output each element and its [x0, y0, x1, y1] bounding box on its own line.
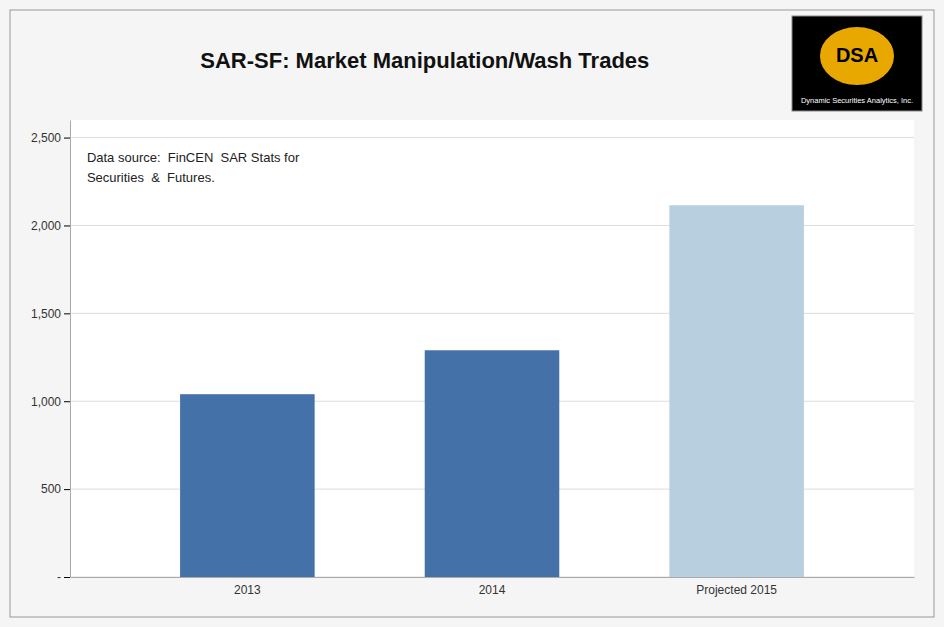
y-tick-label: 2,500 [31, 131, 61, 145]
bars [180, 205, 804, 577]
logo-caption: Dynamic Securities Analytics, Inc. [801, 96, 913, 105]
logo-background [792, 16, 922, 111]
y-tick-mark [64, 313, 70, 314]
y-tick: 2,000 [31, 219, 70, 233]
bar [669, 205, 804, 577]
grid-line [70, 137, 914, 138]
logo: DSA Dynamic Securities Analytics, Inc. [792, 16, 922, 111]
y-tick-label: 2,000 [31, 219, 61, 233]
x-tick-label: 2013 [234, 583, 261, 597]
y-tick-mark [64, 577, 70, 578]
x-tick-label: Projected 2015 [696, 583, 777, 597]
annotation: Securities & Futures. [87, 170, 215, 185]
y-tick-label: 500 [41, 482, 61, 496]
logo-text: DSA [836, 44, 878, 66]
y-tick: 2,500 [31, 131, 70, 145]
x-tick: 2013 [234, 583, 261, 597]
y-tick-mark [64, 225, 70, 226]
y-tick-mark [64, 489, 70, 490]
y-tick-mark [64, 138, 70, 139]
title: SAR-SF: Market Manipulation/Wash Trades [200, 48, 649, 73]
bar [180, 394, 315, 577]
x-tick: 2014 [479, 583, 506, 597]
y-tick: 1,000 [31, 395, 70, 409]
y-tick-label: 1,500 [31, 307, 61, 321]
y-axis-line [70, 121, 71, 578]
y-tick: - [57, 570, 70, 584]
bar [425, 350, 560, 577]
x-tick: Projected 2015 [696, 583, 777, 597]
y-axis: - 500 1,000 1,500 2,000 2,500 [31, 121, 71, 585]
grid [70, 138, 914, 577]
y-tick: 1,500 [31, 307, 70, 321]
plot-area: - 500 1,000 1,500 2,000 2,500 2013 2014 Projecte… [31, 120, 915, 597]
y-tick-mark [64, 401, 70, 402]
logo-emblem [819, 26, 895, 86]
x-axis-line [71, 577, 915, 578]
plot-background [70, 120, 914, 577]
x-tick-label: 2014 [479, 583, 506, 597]
y-tick: 500 [41, 482, 70, 496]
border [10, 10, 934, 617]
y-tick-label: - [57, 570, 61, 584]
chart-container: - 500 1,000 1,500 2,000 2,500 2013 2014 Projecte… [0, 0, 944, 627]
x-axis: 2013 2014 Projected 2015 [71, 578, 915, 598]
chart-svg: - 500 1,000 1,500 2,000 2,500 2013 2014 Projecte… [0, 0, 944, 627]
annotation: Data source: FinCEN SAR Stats for [87, 150, 300, 165]
y-tick-label: 1,000 [31, 395, 61, 409]
